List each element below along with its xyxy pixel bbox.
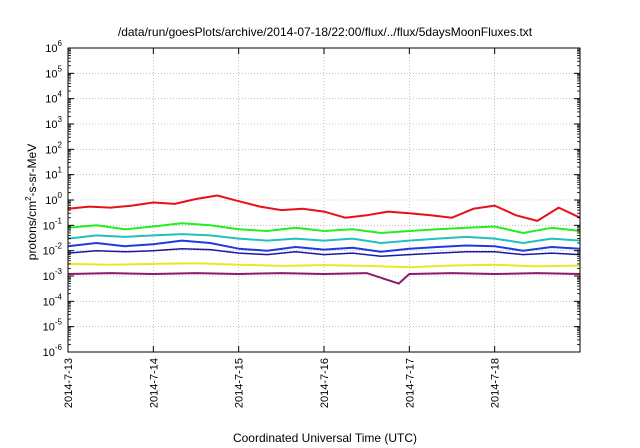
x-tick-label: 2014-7-18 [490,358,502,408]
y-tick-label: 102 [45,140,62,156]
y-tick-label: 105 [45,64,62,80]
series-line-3 [67,233,581,244]
x-tick-label: 2014-7-13 [63,358,75,408]
y-tick-base: 10 [43,246,55,258]
y-axis-label: protons/cm2-s-sr-MeV [24,144,39,260]
y-tick-base: 10 [45,68,57,80]
axis-ticks [67,47,580,353]
y-tick-base: 10 [43,271,55,283]
y-tick-exp: 6 [58,39,63,48]
series-lines [67,194,581,285]
y-tick-label: 10-6 [43,343,63,359]
series-line-6 [67,262,581,269]
y-tick-label: 10-3 [43,267,63,283]
y-tick-base: 10 [45,94,57,106]
y-tick-label: 104 [45,90,62,106]
y-axis-label-pre: protons/cm [25,201,39,260]
y-tick-label: 101 [45,166,62,182]
y-tick-exp: -1 [55,216,63,225]
y-tick-base: 10 [43,220,55,232]
y-tick-exp: 0 [58,191,63,200]
y-tick-label: 100 [45,191,62,207]
y-tick-exp: 2 [58,140,63,149]
y-tick-exp: 1 [58,166,63,175]
chart-title: /data/run/goesPlots/archive/2014-07-18/2… [118,25,533,39]
y-tick-exp: -5 [55,318,63,327]
x-tick-label: 2014-7-14 [148,358,160,408]
y-axis-label-sup: 2 [24,196,33,201]
x-tick-labels: 2014-7-13 2014-7-14 2014-7-15 2014-7-16 2014… [63,358,502,408]
y-tick-exp: -6 [55,343,63,352]
series-line-1 [67,194,581,222]
y-tick-exp: 4 [58,90,63,99]
y-tick-labels: 10610510410310210110010-110-210-310-410-… [43,39,63,359]
series-line-7 [67,272,581,285]
x-tick-label: 2014-7-16 [319,358,331,408]
y-tick-label: 10-1 [43,216,63,232]
y-axis-label-post: -s-sr-MeV [25,144,39,197]
x-tick-label: 2014-7-15 [234,358,246,408]
series-line-4 [67,239,581,253]
y-tick-exp: -4 [55,292,63,301]
y-tick-exp: -2 [55,242,63,251]
y-tick-exp: -3 [55,267,63,276]
y-tick-base: 10 [45,144,57,156]
y-tick-base: 10 [43,347,55,359]
y-tick-label: 103 [45,115,62,131]
y-tick-base: 10 [45,170,57,182]
grid [68,48,580,352]
x-tick-label: 2014-7-17 [404,358,416,408]
y-tick-base: 10 [43,322,55,334]
y-tick-label: 106 [45,39,62,55]
x-axis-label: Coordinated Universal Time (UTC) [233,431,417,445]
series-line-5 [67,247,581,258]
y-tick-label: 10-2 [43,242,63,258]
y-tick-base: 10 [43,296,55,308]
series-line-2 [67,222,581,234]
y-tick-exp: 3 [58,115,63,124]
y-tick-base: 10 [45,43,57,55]
y-tick-exp: 5 [58,64,63,73]
y-tick-base: 10 [45,195,57,207]
y-tick-label: 10-5 [43,318,63,334]
y-tick-base: 10 [45,119,57,131]
y-tick-label: 10-4 [43,292,63,308]
